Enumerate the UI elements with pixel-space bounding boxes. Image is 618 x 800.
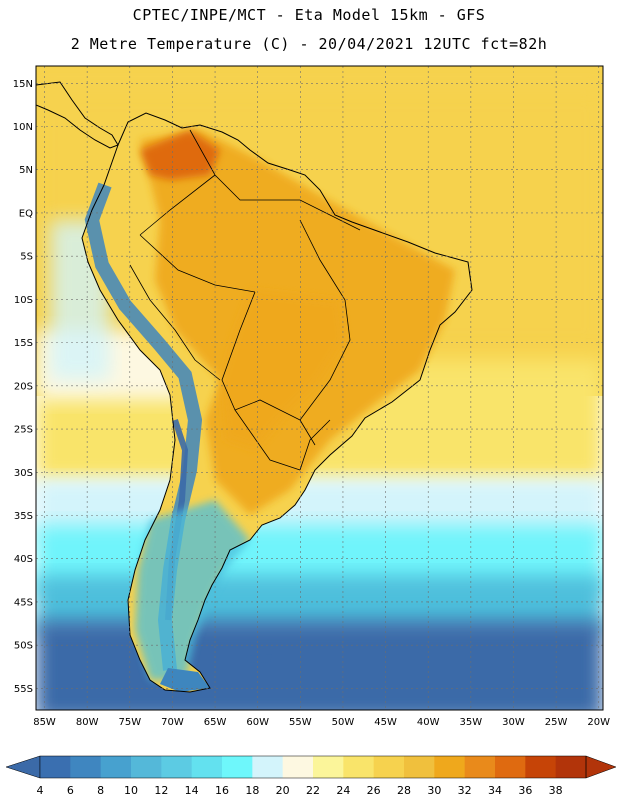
patagonia-cool-region <box>135 500 250 680</box>
colorbar-label: 20 <box>276 784 290 797</box>
colorbar-label: 10 <box>124 784 138 797</box>
lat-label: 40S <box>14 554 33 565</box>
lon-label: 35W <box>460 717 483 728</box>
colorbar-swatch <box>191 756 223 778</box>
coastline <box>81 112 473 693</box>
colorbar-label: 4 <box>37 784 44 797</box>
lon-label: 55W <box>289 717 312 728</box>
colorbar-swatch <box>131 756 162 778</box>
colorbar-swatch <box>40 756 71 778</box>
colorbar-swatch <box>70 756 102 778</box>
lat-label: 20S <box>14 381 33 392</box>
colorbar-label: 16 <box>215 784 229 797</box>
lat-label: 5S <box>20 252 33 263</box>
lat-label: 15N <box>13 79 33 90</box>
colorbar-swatch <box>555 756 587 778</box>
colorbar-label: 24 <box>336 784 350 797</box>
colorbar-swatch <box>495 756 526 778</box>
map-frame <box>35 65 604 711</box>
colorbar-swatch <box>313 756 344 778</box>
colorbar-swatch <box>343 756 375 778</box>
colorbar-swatch <box>464 756 496 778</box>
lat-label: 50S <box>14 641 33 652</box>
colorbar-swatch <box>373 756 405 778</box>
latitude-labels: 15N 10N 5N EQ 5S 10S 15S 20S 25S 30S 35S 40S 45S 50S 5… <box>13 79 33 695</box>
map-title-line-2: 2 Metre Temperature (C) - 20/04/2021 12U… <box>70 35 548 53</box>
lon-label: 45W <box>374 717 397 728</box>
colorbar-swatch <box>434 756 466 778</box>
lat-label: 25S <box>14 425 33 436</box>
colorbar-label: 34 <box>488 784 502 797</box>
lat-label: 10N <box>13 122 33 133</box>
lon-label: 75W <box>118 717 141 728</box>
colorbar-swatch <box>252 756 284 778</box>
colorbar-label: 18 <box>245 784 259 797</box>
colorbar-swatch <box>282 756 314 778</box>
lon-label: 40W <box>417 717 440 728</box>
falkland-islands <box>246 654 272 663</box>
colorbar-outline <box>39 755 587 779</box>
colorbar-label: 26 <box>367 784 381 797</box>
colorbar-swatch <box>161 756 193 778</box>
colorbar-label: 36 <box>518 784 532 797</box>
longitude-labels: 85W 80W 75W 70W 65W 60W 55W 50W 45W 40W 35W 30W 25W 2… <box>33 717 610 728</box>
lon-label: 50W <box>332 717 355 728</box>
ocean-deep-band <box>36 620 603 710</box>
colorbar-label: 28 <box>397 784 411 797</box>
lon-label: 70W <box>161 717 184 728</box>
lon-label: 60W <box>246 717 269 728</box>
temperature-field <box>36 66 603 710</box>
map-title-line-1: CPTEC/INPE/MCT - Eta Model 15km - GFS <box>132 6 486 24</box>
colorbar-label: 6 <box>67 784 74 797</box>
colorbar-swatch <box>525 756 557 778</box>
lat-label: 35S <box>14 511 33 522</box>
land-hot-core <box>220 290 345 450</box>
lat-label: 10S <box>14 295 33 306</box>
lon-label: 85W <box>33 717 56 728</box>
country-borders <box>129 129 361 471</box>
colorbar-label: 14 <box>185 784 199 797</box>
lon-label: 20W <box>587 717 610 728</box>
colorbar-label: 30 <box>427 784 441 797</box>
central-america <box>36 81 119 149</box>
land-hottest-spot <box>140 130 220 180</box>
lat-label: EQ <box>19 208 33 219</box>
lon-label: 30W <box>502 717 525 728</box>
colorbar-label: 38 <box>549 784 563 797</box>
lat-label: 5N <box>19 165 33 176</box>
colorbar-label: 8 <box>97 784 104 797</box>
colorbar-swatch <box>222 756 253 778</box>
lat-label: 15S <box>14 338 33 349</box>
colorbar-label: 32 <box>458 784 472 797</box>
lat-label: 55S <box>14 684 33 695</box>
colorbar-swatch <box>100 756 132 778</box>
colorbar-swatch <box>404 756 435 778</box>
lon-label: 80W <box>76 717 99 728</box>
colorbar-high-arrow <box>585 755 617 779</box>
colorbar: 4 6 8 10 12 14 16 18 20 22 24 26 28 30 32 34 36 38 <box>5 755 617 797</box>
lat-label: 45S <box>14 597 33 608</box>
lat-lon-grid <box>36 66 603 710</box>
lon-label: 25W <box>545 717 568 728</box>
colorbar-label: 12 <box>154 784 168 797</box>
lon-label: 65W <box>204 717 227 728</box>
colorbar-label: 22 <box>306 784 320 797</box>
colorbar-low-arrow <box>5 755 41 779</box>
lat-label: 30S <box>14 468 33 479</box>
